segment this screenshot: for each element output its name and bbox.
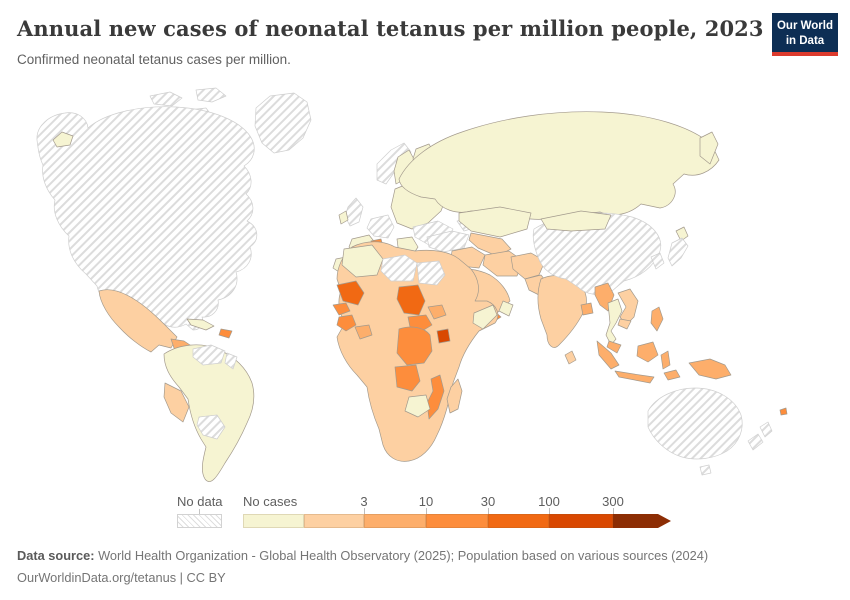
country-bangladesh[interactable] (580, 302, 594, 316)
page-title: Annual new cases of neonatal tetanus per… (17, 16, 764, 41)
country-ireland[interactable] (338, 210, 349, 225)
country-algeria[interactable] (341, 244, 384, 278)
legend-tick-line (364, 508, 365, 514)
country-senegal[interactable] (332, 302, 351, 316)
legend-no-data-swatch[interactable] (177, 514, 222, 528)
country-south-sudan[interactable] (427, 304, 447, 320)
country-mauritania[interactable] (336, 280, 365, 306)
legend-tick-line (549, 508, 550, 514)
country-indonesia-sumatra[interactable] (596, 340, 620, 370)
country-new-zealand-north[interactable] (759, 421, 773, 438)
country-indonesia-sulawesi[interactable] (660, 350, 671, 370)
map-legend: No data No cases 3 10 30 100 300 (0, 494, 850, 534)
legend-no-data-tick (199, 509, 200, 514)
country-australia[interactable] (647, 387, 743, 460)
country-oman[interactable] (498, 300, 514, 317)
country-somalia[interactable] (472, 304, 498, 330)
legend-segment-b300plus[interactable] (613, 514, 671, 528)
legend-no-cases-label: No cases (243, 494, 298, 509)
legend-no-data-label: No data (177, 494, 223, 509)
legend-tick-line (426, 508, 427, 514)
country-korea[interactable] (650, 252, 665, 270)
legend-tick-value: 30 (480, 494, 496, 509)
country-ghana-ivory-coast[interactable] (354, 324, 373, 340)
legend-segment-no_cases[interactable] (243, 514, 304, 528)
country-madagascar[interactable] (446, 378, 463, 414)
country-new-zealand-south[interactable] (747, 433, 764, 451)
country-malaysia[interactable] (606, 340, 622, 354)
country-japan-honshu[interactable] (667, 237, 689, 267)
country-north-america[interactable] (36, 106, 258, 331)
country-mexico[interactable] (98, 289, 178, 353)
country-cuba[interactable] (186, 318, 215, 331)
country-fiji[interactable] (779, 407, 788, 416)
legend-segment-b10_30[interactable] (426, 514, 488, 528)
country-turkey[interactable] (426, 230, 470, 253)
country-new-guinea[interactable] (688, 358, 732, 380)
data-source-label: Data source: (17, 548, 95, 563)
country-greenland[interactable] (254, 92, 312, 154)
owid-logo-line1: Our World (776, 20, 833, 32)
country-venezuela[interactable] (192, 344, 226, 366)
legend-tick-value: 3 (360, 494, 368, 509)
legend-tick-value: 300 (602, 494, 624, 509)
country-cambodia[interactable] (617, 318, 632, 330)
country-tasmania[interactable] (699, 464, 712, 476)
country-afghanistan[interactable] (510, 252, 546, 280)
legend-segment-b30_100[interactable] (488, 514, 549, 528)
country-drc[interactable] (396, 326, 433, 366)
country-mozambique[interactable] (426, 374, 445, 420)
country-china[interactable] (532, 212, 662, 295)
country-chad[interactable] (396, 284, 426, 316)
data-source-line: Data source: World Health Organization -… (17, 545, 708, 567)
legend-segment-b3_10[interactable] (364, 514, 426, 528)
country-arctic-island[interactable] (149, 91, 183, 107)
country-russia-far-east[interactable] (699, 131, 719, 165)
country-indonesia-java[interactable] (614, 370, 655, 384)
country-guyana[interactable] (224, 352, 238, 370)
country-iceland[interactable] (52, 131, 74, 148)
country-kazakhstan[interactable] (458, 206, 532, 238)
country-guinea[interactable] (336, 314, 357, 332)
country-hispaniola[interactable] (218, 328, 233, 339)
country-arctic-island[interactable] (195, 87, 227, 103)
country-mongolia[interactable] (540, 210, 612, 232)
country-uganda[interactable] (436, 328, 451, 344)
owid-logo-line2: in Data (785, 34, 825, 47)
world-choropleth-map (0, 80, 850, 488)
legend-tick-value: 100 (538, 494, 560, 509)
country-peru[interactable] (163, 382, 190, 423)
country-indonesia-east[interactable] (663, 369, 681, 381)
country-libya[interactable] (380, 254, 418, 282)
license-line[interactable]: OurWorldinData.org/tetanus | CC BY (17, 569, 226, 585)
legend-segment-b100_300[interactable] (549, 514, 613, 528)
country-angola[interactable] (394, 364, 421, 392)
country-borneo[interactable] (636, 341, 659, 363)
chart-subtitle: Confirmed neonatal tetanus cases per mil… (17, 52, 291, 67)
country-japan-hokkaido[interactable] (675, 226, 689, 242)
legend-segment-b0_3[interactable] (304, 514, 364, 528)
country-philippines[interactable] (650, 306, 664, 332)
country-germany[interactable] (366, 214, 395, 239)
country-zimbabwe-botswana[interactable] (404, 394, 431, 418)
country-russia[interactable] (398, 111, 720, 220)
legend-tick-line (613, 508, 614, 514)
country-united-kingdom[interactable] (344, 197, 364, 227)
country-sri-lanka[interactable] (564, 350, 577, 365)
owid-logo[interactable]: Our World in Data (772, 13, 838, 57)
country-bolivia[interactable] (196, 414, 226, 440)
legend-tick-value: 10 (418, 494, 434, 509)
chart-footer: Data source: World Health Organization -… (17, 545, 708, 589)
country-egypt[interactable] (416, 260, 446, 286)
legend-tick-line (488, 508, 489, 514)
data-source-text: World Health Organization - Global Healt… (94, 548, 709, 563)
country-thailand[interactable] (605, 298, 623, 346)
